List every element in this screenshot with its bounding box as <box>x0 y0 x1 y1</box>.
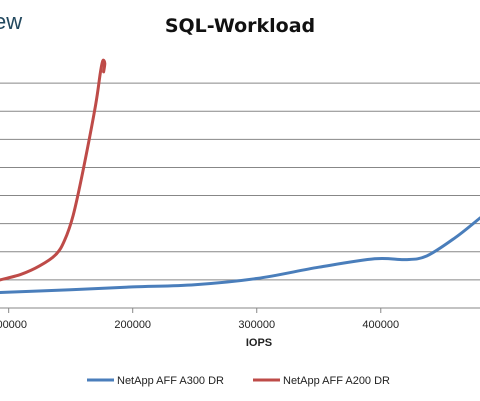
legend: NetApp AFF A300 DR NetApp AFF A200 DR <box>87 375 390 387</box>
chart-title: SQL-Workload <box>165 15 315 37</box>
x-tick-label-0: 100000 <box>0 319 27 331</box>
x-tick-label-2: 300000 <box>238 319 275 331</box>
gridlines <box>0 82 480 309</box>
series-lines <box>0 58 480 294</box>
series-line-a300 <box>0 216 480 294</box>
legend-label-a200: NetApp AFF A200 DR <box>283 375 390 387</box>
watermark-text: ew <box>0 9 22 34</box>
x-tick-label-1: 200000 <box>114 319 151 331</box>
x-axis-ticks: 100000 200000 300000 400000 <box>0 308 399 331</box>
x-axis-label: IOPS <box>246 337 272 349</box>
x-tick-label-3: 400000 <box>362 319 399 331</box>
legend-label-a300: NetApp AFF A300 DR <box>117 375 224 387</box>
series-line-a200 <box>0 58 107 282</box>
